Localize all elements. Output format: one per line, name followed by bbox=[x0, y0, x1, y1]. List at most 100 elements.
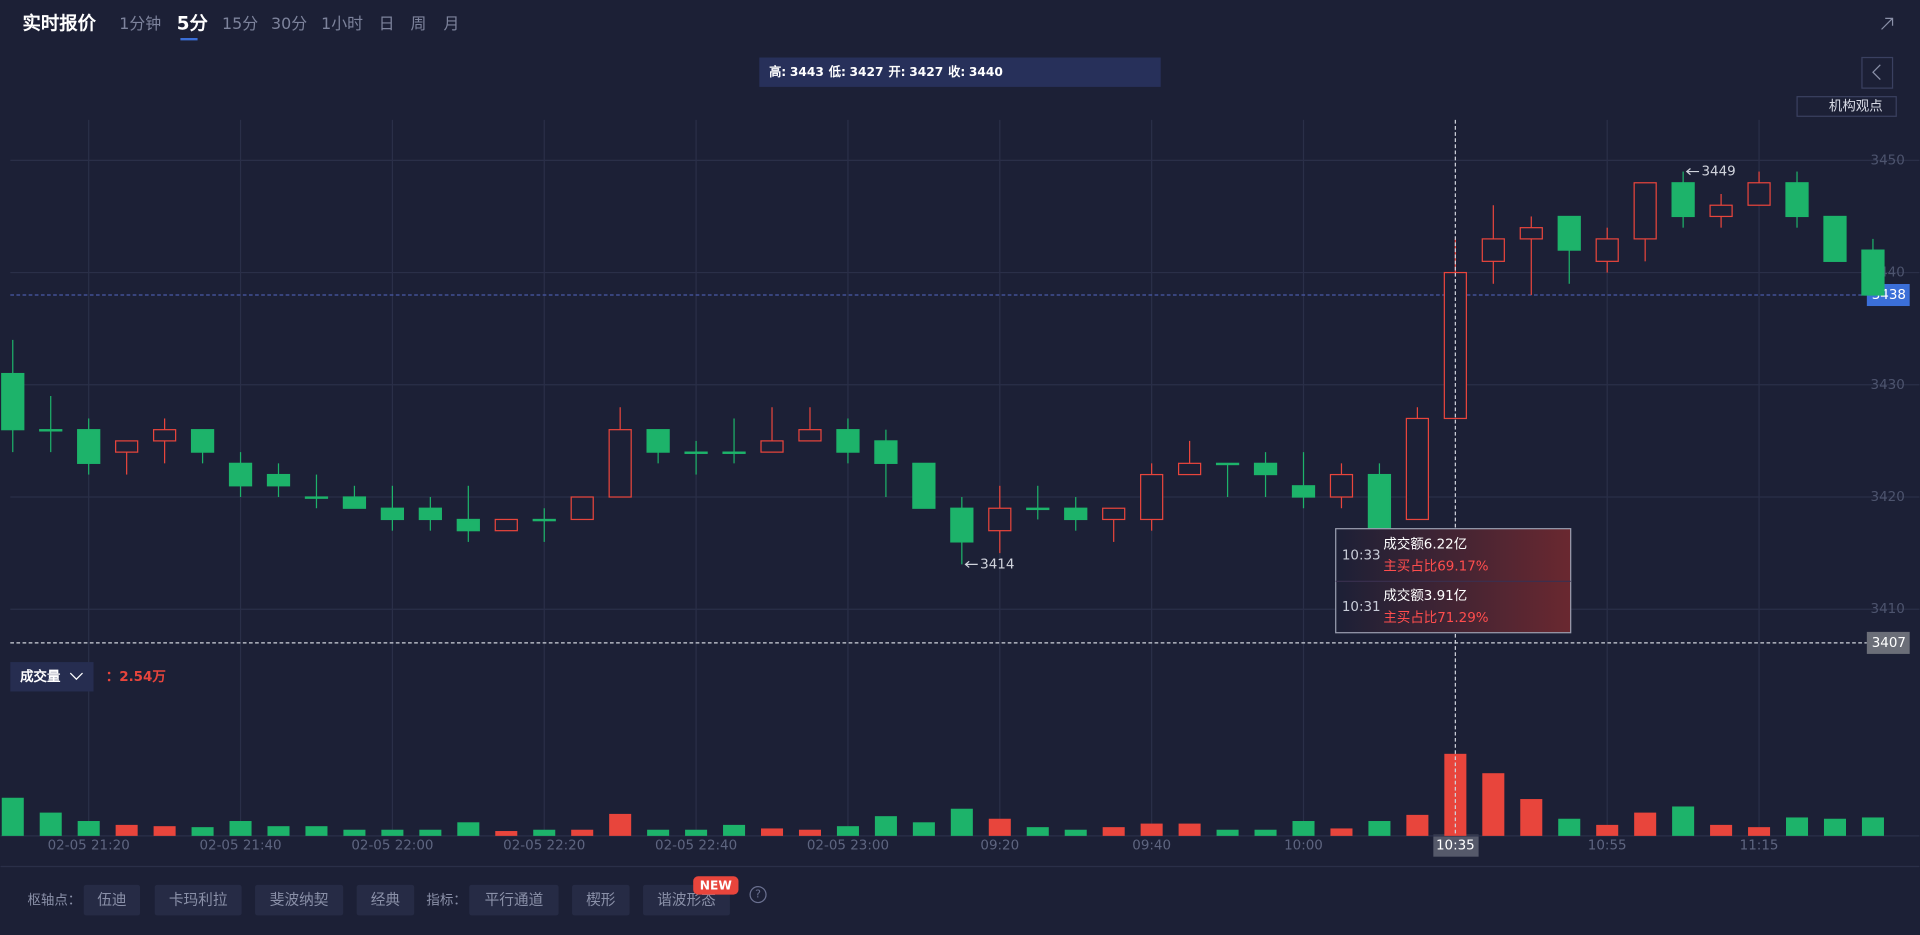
candle-body bbox=[1861, 249, 1885, 296]
candle-body bbox=[1215, 462, 1240, 466]
period-tab[interactable]: 1分钟 bbox=[119, 14, 161, 33]
tool-button-label[interactable]: 平行通道 bbox=[485, 892, 544, 909]
volume-bar bbox=[988, 818, 1011, 836]
help-mark: ? bbox=[755, 888, 761, 901]
volume-bar bbox=[1140, 823, 1163, 836]
x-tick-label: 11:15 bbox=[1740, 839, 1779, 854]
volume-bar bbox=[1330, 828, 1353, 836]
panel-toggle[interactable] bbox=[1861, 56, 1894, 89]
volume-bar bbox=[950, 808, 973, 836]
volume-bar bbox=[1, 797, 24, 836]
candle-body bbox=[1102, 507, 1126, 521]
dropdown-icon bbox=[69, 672, 83, 681]
popup-amount: 成交额6.22亿 bbox=[1383, 536, 1467, 553]
candle-body bbox=[1519, 227, 1543, 240]
candle-body bbox=[1595, 238, 1619, 262]
tool-button-label[interactable]: 伍迪 bbox=[97, 892, 127, 909]
opinion-button[interactable] bbox=[1796, 96, 1897, 117]
ohlc-key: 高: bbox=[769, 64, 786, 79]
candle-body bbox=[1823, 215, 1847, 262]
ohlc-value: 3440 bbox=[969, 65, 1003, 79]
opinion-label[interactable]: 机构观点 bbox=[1829, 98, 1883, 114]
candle-body bbox=[1253, 462, 1278, 476]
volume-bar bbox=[1710, 824, 1733, 836]
tool-button[interactable] bbox=[255, 884, 344, 916]
x-tick-label: 02-05 21:40 bbox=[199, 839, 281, 854]
candle-body bbox=[646, 429, 670, 453]
candle-body bbox=[1291, 485, 1316, 498]
tool-button-label[interactable]: 谐波形态 bbox=[657, 892, 716, 909]
volume-bar bbox=[191, 827, 214, 836]
volume-bar bbox=[495, 831, 518, 836]
candle-body bbox=[266, 473, 291, 487]
candle-body bbox=[608, 429, 632, 498]
y-tick-label: 3410 bbox=[1871, 602, 1905, 617]
tool-button[interactable] bbox=[83, 884, 141, 916]
tool-button-label[interactable]: 楔形 bbox=[586, 892, 616, 909]
volume-bar bbox=[1823, 818, 1846, 836]
candle-body bbox=[1785, 182, 1809, 218]
period-tab[interactable]: 1小时 bbox=[321, 14, 363, 33]
volume-bar bbox=[1672, 806, 1695, 836]
candle-body bbox=[1140, 473, 1164, 521]
volume-bar bbox=[115, 824, 138, 836]
candle-body bbox=[1367, 473, 1392, 532]
tool-button-label[interactable]: 经典 bbox=[371, 892, 401, 909]
popup-amount: 成交额3.91亿 bbox=[1383, 587, 1467, 604]
tool-button-label[interactable]: 卡玛利拉 bbox=[169, 892, 228, 909]
chevron-icon bbox=[1872, 64, 1881, 80]
candle-body bbox=[39, 429, 63, 432]
volume-bar bbox=[798, 829, 821, 836]
volume-bar bbox=[1482, 773, 1505, 836]
candle-body bbox=[342, 496, 367, 509]
volume-bar bbox=[1596, 824, 1619, 836]
period-tab[interactable]: 30分 bbox=[271, 14, 307, 33]
y-tick-label: 3420 bbox=[1871, 490, 1905, 505]
tool-button[interactable] bbox=[154, 884, 242, 916]
period-tab[interactable]: 5分 bbox=[177, 13, 209, 34]
volume-label[interactable]: 成交量 bbox=[20, 668, 61, 685]
candle-body bbox=[418, 507, 442, 521]
tool-button[interactable] bbox=[469, 884, 559, 916]
period-tab[interactable]: 15分 bbox=[222, 14, 258, 33]
extreme-label: 3414 bbox=[980, 557, 1014, 572]
tool-button[interactable] bbox=[356, 884, 415, 916]
candle-body bbox=[1747, 182, 1771, 206]
period-tab[interactable]: 月 bbox=[444, 14, 460, 33]
volume-bar bbox=[343, 829, 366, 836]
period-tab[interactable]: 日 bbox=[379, 14, 395, 33]
candle-body bbox=[1709, 204, 1733, 218]
volume-bar bbox=[1102, 827, 1125, 836]
candle-body bbox=[380, 507, 405, 521]
candle-body bbox=[456, 518, 480, 532]
candle-body bbox=[1671, 182, 1695, 218]
volume-bar bbox=[912, 822, 935, 836]
volume-bar bbox=[1026, 827, 1049, 836]
help-icon[interactable] bbox=[749, 886, 767, 904]
volume-bar bbox=[1786, 817, 1809, 836]
annotation-arrow bbox=[964, 560, 978, 568]
period-tab[interactable]: 周 bbox=[411, 14, 427, 33]
volume-bar bbox=[381, 829, 404, 836]
tool-button-label[interactable]: 斐波纳契 bbox=[270, 892, 329, 909]
x-tick-label: 02-05 21:20 bbox=[48, 839, 130, 854]
tool-button[interactable] bbox=[572, 884, 630, 916]
y-tick-label: 3430 bbox=[1871, 378, 1905, 393]
volume-bar bbox=[1861, 817, 1884, 836]
volume-bar bbox=[305, 826, 328, 836]
volume-bar bbox=[1634, 812, 1657, 836]
pivot-label: 枢轴点： bbox=[27, 893, 81, 909]
volume-bar bbox=[1178, 823, 1201, 836]
annotation-arrow bbox=[1685, 168, 1700, 176]
volume-bar bbox=[609, 813, 632, 836]
crosshair-label: 10:35 bbox=[1436, 839, 1475, 854]
collapse-icon[interactable] bbox=[1881, 17, 1894, 30]
ohlc-readout: 高: 3443 低: 3427 开: 3427 收: 3440 bbox=[769, 64, 1003, 79]
extreme-label: 3449 bbox=[1701, 165, 1735, 180]
candle-body bbox=[1, 372, 25, 431]
volume-bar bbox=[1292, 821, 1315, 836]
candle-body bbox=[1633, 182, 1657, 240]
volume-bar bbox=[571, 829, 594, 836]
candle-body bbox=[532, 518, 556, 522]
